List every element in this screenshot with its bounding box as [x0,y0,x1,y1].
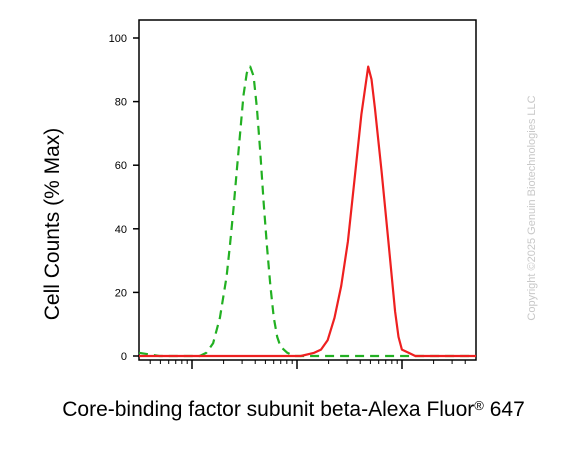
x-axis-label-text: Core-binding factor subunit beta-Alexa F… [62,398,475,421]
axes [138,19,477,361]
x-axis-label-registered: ® [474,398,484,413]
y-tick-label: 100 [109,33,127,45]
y-tick-label: 40 [115,224,127,236]
y-ticks: 0 20 40 60 80 100 [109,33,139,363]
x-axis-label: Core-binding factor subunit beta-Alexa F… [0,398,587,422]
y-tick-label: 60 [115,160,127,172]
y-axis-label: Cell Counts (% Max) [41,127,64,321]
plot-frame [138,19,477,361]
y-tick-label: 20 [115,287,127,299]
x-ticks [149,360,466,369]
copyright-watermark: Copyright ©2025 Genuin Biotechnologies L… [526,95,538,321]
x-axis-label-suffix: 647 [483,398,525,421]
series-group [138,65,476,358]
series-line-2 [139,65,476,358]
series-line-1 [138,65,476,358]
y-tick-label: 0 [121,351,127,363]
y-tick-label: 80 [115,97,127,109]
